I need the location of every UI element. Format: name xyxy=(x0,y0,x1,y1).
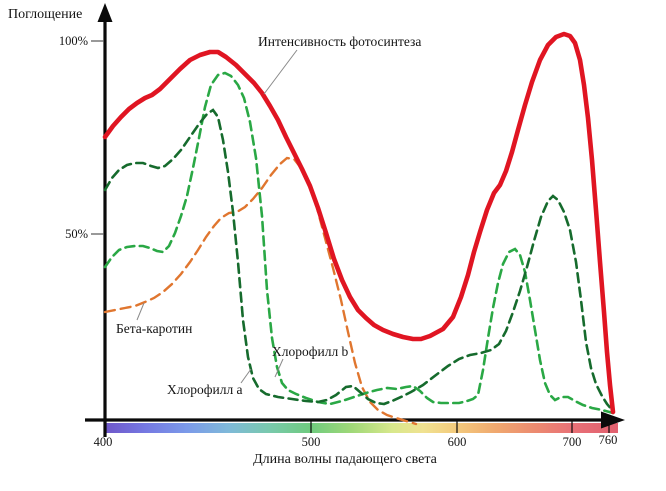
curve-chlorophyll-a xyxy=(103,108,615,413)
curve-beta-carotene xyxy=(103,156,418,426)
x-tick-label-500: 500 xyxy=(302,435,321,449)
label-chlorophyll-a: Хлорофилл a xyxy=(167,382,243,397)
x-axis-arrow-icon xyxy=(601,411,625,429)
y-axis-title: Поглощение xyxy=(8,7,82,22)
leader-photosynthesis xyxy=(263,49,298,95)
x-tick-label-600: 600 xyxy=(448,435,467,449)
leader-chlorophyll-b xyxy=(274,358,284,378)
leader-chlorophyll-a xyxy=(240,368,252,384)
spectrum-strip xyxy=(105,423,618,433)
x-tick-label-700: 700 xyxy=(563,435,582,449)
y-tick-label-50: 50% xyxy=(65,227,88,241)
curve-photosynthesis xyxy=(102,31,616,415)
label-beta-carotene: Бета-каротин xyxy=(116,321,192,336)
y-tick-label-100: 100% xyxy=(59,34,88,48)
x-tick-label-400: 400 xyxy=(94,435,113,449)
label-photosynthesis: Интенсивность фотосинтеза xyxy=(258,34,421,49)
x-axis-title: Длина волны падающего света xyxy=(253,452,438,467)
label-chlorophyll-b: Хлорофилл b xyxy=(272,344,349,359)
y-axis-arrow-icon xyxy=(97,3,113,22)
x-tick-label-760: 760 xyxy=(599,433,618,447)
curve-chlorophyll-b xyxy=(103,71,615,415)
leader-beta-carotene xyxy=(136,302,145,321)
